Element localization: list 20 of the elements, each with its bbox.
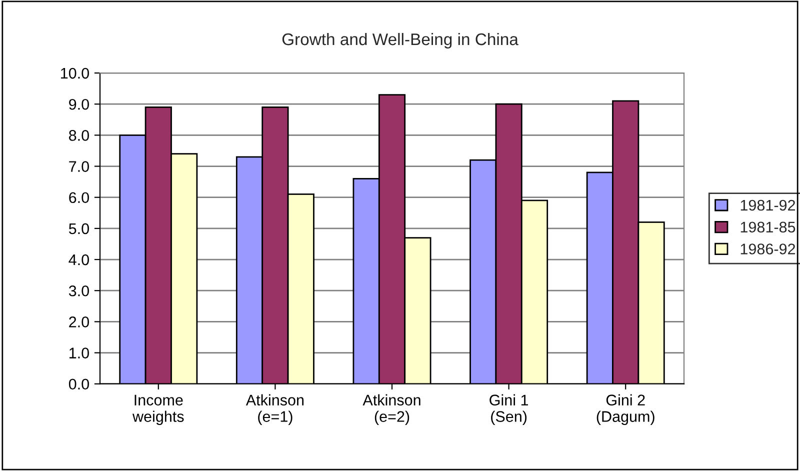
y-tick-label: 9.0 (69, 98, 89, 110)
y-tick-label: 2.0 (69, 316, 89, 328)
x-tick-label: Atkinson (e=2) (362, 394, 420, 425)
y-tick-label: 7.0 (69, 161, 89, 172)
y-tick-label: 1.0 (70, 348, 89, 358)
y-tick-label: 8.0 (69, 130, 89, 141)
y-tick-label: 6.0 (69, 192, 89, 204)
y-tick-label: 10.0 (61, 68, 89, 79)
y-tick-label: 5.0 (68, 223, 89, 234)
x-tick-label: Atkinson (e=1) (246, 394, 304, 425)
legend-label: 1986-92 (740, 244, 796, 254)
y-tick-label: 3.0 (68, 285, 89, 296)
legend-label: 1981-85 (740, 222, 796, 233)
y-tick-label: 4.0 (68, 254, 89, 266)
chart-title: Growth and Well-Being in China (282, 32, 518, 49)
x-tick-label: Gini 2 (Dagum) (596, 394, 654, 425)
legend-label: 1981-92 (740, 200, 796, 211)
x-tick-label: Income weights (132, 394, 184, 425)
y-tick-label: 0.0 (68, 378, 89, 390)
x-tick-label: Gini 1 (Sen) (490, 394, 528, 425)
